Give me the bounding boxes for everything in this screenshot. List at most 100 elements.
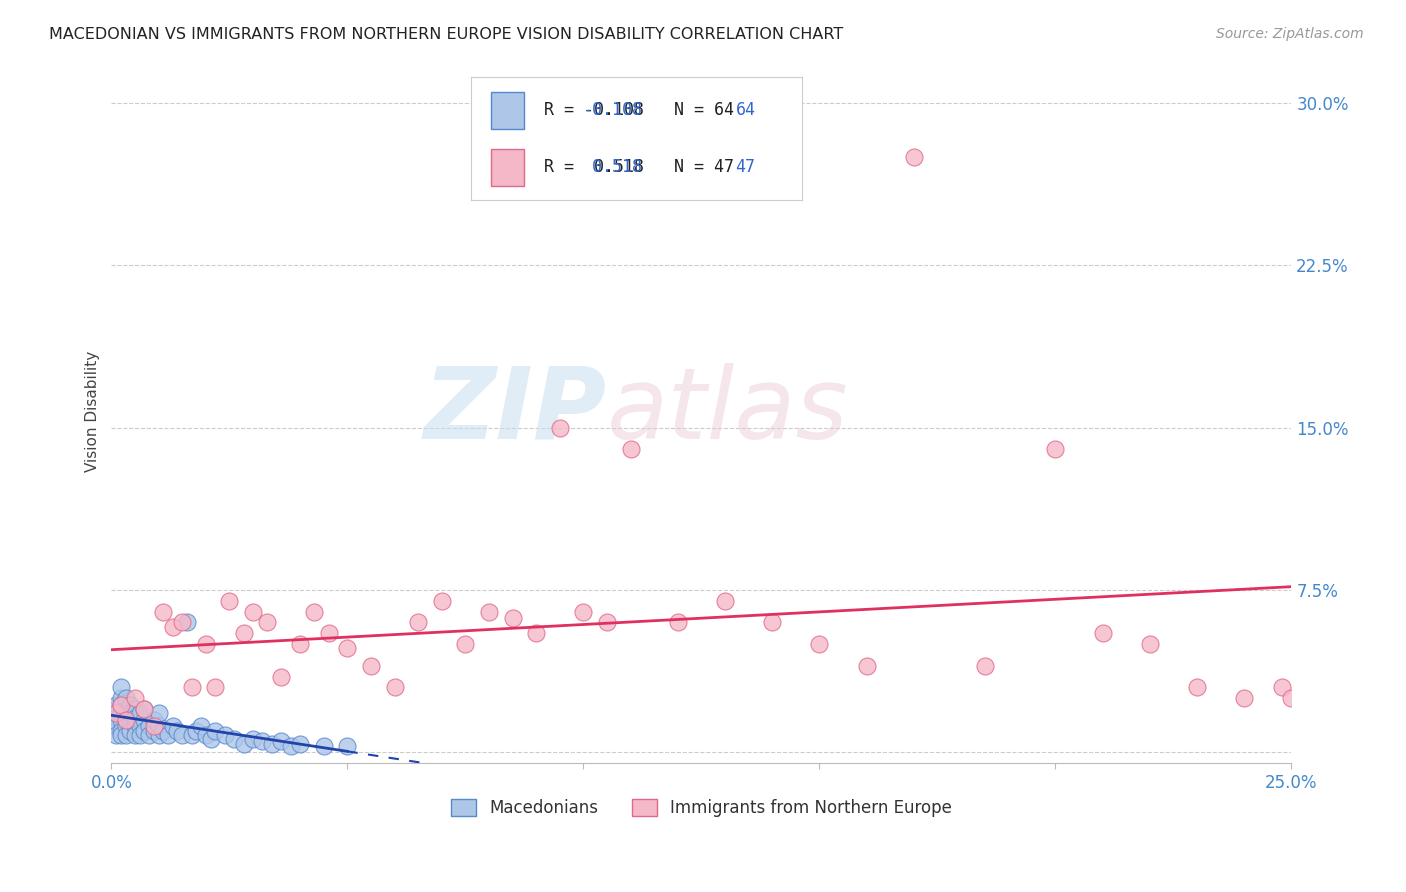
Point <box>128 706 150 721</box>
Point <box>142 723 165 738</box>
Point <box>1279 691 1302 706</box>
Point <box>384 681 406 695</box>
Point <box>270 669 292 683</box>
Point <box>312 739 335 753</box>
Point <box>157 728 180 742</box>
Point <box>232 737 254 751</box>
Point <box>142 713 165 727</box>
Point <box>1045 442 1067 457</box>
Point <box>478 605 501 619</box>
Point <box>105 698 128 712</box>
Point <box>280 739 302 753</box>
Point <box>134 702 156 716</box>
Point <box>973 658 995 673</box>
Point <box>232 626 254 640</box>
Point <box>138 719 160 733</box>
Point <box>162 719 184 733</box>
Point <box>142 719 165 733</box>
Point <box>120 723 142 738</box>
Point <box>105 711 128 725</box>
Point <box>134 723 156 738</box>
Point <box>1139 637 1161 651</box>
Point <box>596 615 619 630</box>
Point <box>855 658 877 673</box>
Point <box>105 719 128 733</box>
Point <box>572 605 595 619</box>
Point <box>190 719 212 733</box>
Point <box>1091 626 1114 640</box>
Point <box>218 594 240 608</box>
Point <box>114 706 136 721</box>
Point <box>180 681 202 695</box>
Point <box>290 637 312 651</box>
Point <box>204 681 226 695</box>
Point <box>120 713 142 727</box>
Point <box>224 732 246 747</box>
Point <box>214 728 236 742</box>
Point <box>172 615 194 630</box>
Point <box>524 626 547 640</box>
Point <box>114 691 136 706</box>
Point <box>152 605 174 619</box>
Point <box>110 728 132 742</box>
Point <box>166 723 188 738</box>
Point <box>186 723 208 738</box>
Point <box>110 698 132 712</box>
Point <box>148 728 170 742</box>
Point <box>105 702 128 716</box>
Point <box>336 739 359 753</box>
Point <box>120 706 142 721</box>
Point <box>124 691 146 706</box>
Point <box>242 605 264 619</box>
Point <box>1271 681 1294 695</box>
Point <box>256 615 278 630</box>
Point <box>666 615 689 630</box>
Point <box>502 611 524 625</box>
Point <box>114 719 136 733</box>
Point <box>124 711 146 725</box>
Text: ZIP: ZIP <box>425 363 607 460</box>
Point <box>110 691 132 706</box>
Point <box>114 728 136 742</box>
Point <box>105 706 128 721</box>
Point <box>290 737 312 751</box>
Text: atlas: atlas <box>607 363 849 460</box>
Point <box>124 702 146 716</box>
Point <box>360 658 382 673</box>
Point <box>619 442 641 457</box>
Point <box>172 728 194 742</box>
Point <box>180 728 202 742</box>
Point <box>110 723 132 738</box>
Point <box>1185 681 1208 695</box>
Point <box>110 713 132 727</box>
Point <box>128 728 150 742</box>
Point <box>252 734 274 748</box>
Y-axis label: Vision Disability: Vision Disability <box>86 351 100 472</box>
Point <box>124 719 146 733</box>
Legend: Macedonians, Immigrants from Northern Europe: Macedonians, Immigrants from Northern Eu… <box>443 790 960 825</box>
Point <box>194 728 217 742</box>
Point <box>110 681 132 695</box>
Text: Source: ZipAtlas.com: Source: ZipAtlas.com <box>1216 27 1364 41</box>
Point <box>128 719 150 733</box>
Point <box>114 713 136 727</box>
Point <box>124 728 146 742</box>
Point <box>204 723 226 738</box>
Point <box>114 702 136 716</box>
Point <box>336 641 359 656</box>
Point <box>148 719 170 733</box>
Point <box>176 615 198 630</box>
Point <box>903 150 925 164</box>
Point <box>138 728 160 742</box>
Point <box>110 702 132 716</box>
Point <box>548 420 571 434</box>
Point <box>152 723 174 738</box>
Point <box>318 626 340 640</box>
Point <box>304 605 326 619</box>
Point <box>114 713 136 727</box>
Point <box>194 637 217 651</box>
Text: MACEDONIAN VS IMMIGRANTS FROM NORTHERN EUROPE VISION DISABILITY CORRELATION CHAR: MACEDONIAN VS IMMIGRANTS FROM NORTHERN E… <box>49 27 844 42</box>
Point <box>110 698 132 712</box>
Point <box>134 702 156 716</box>
Point <box>714 594 737 608</box>
